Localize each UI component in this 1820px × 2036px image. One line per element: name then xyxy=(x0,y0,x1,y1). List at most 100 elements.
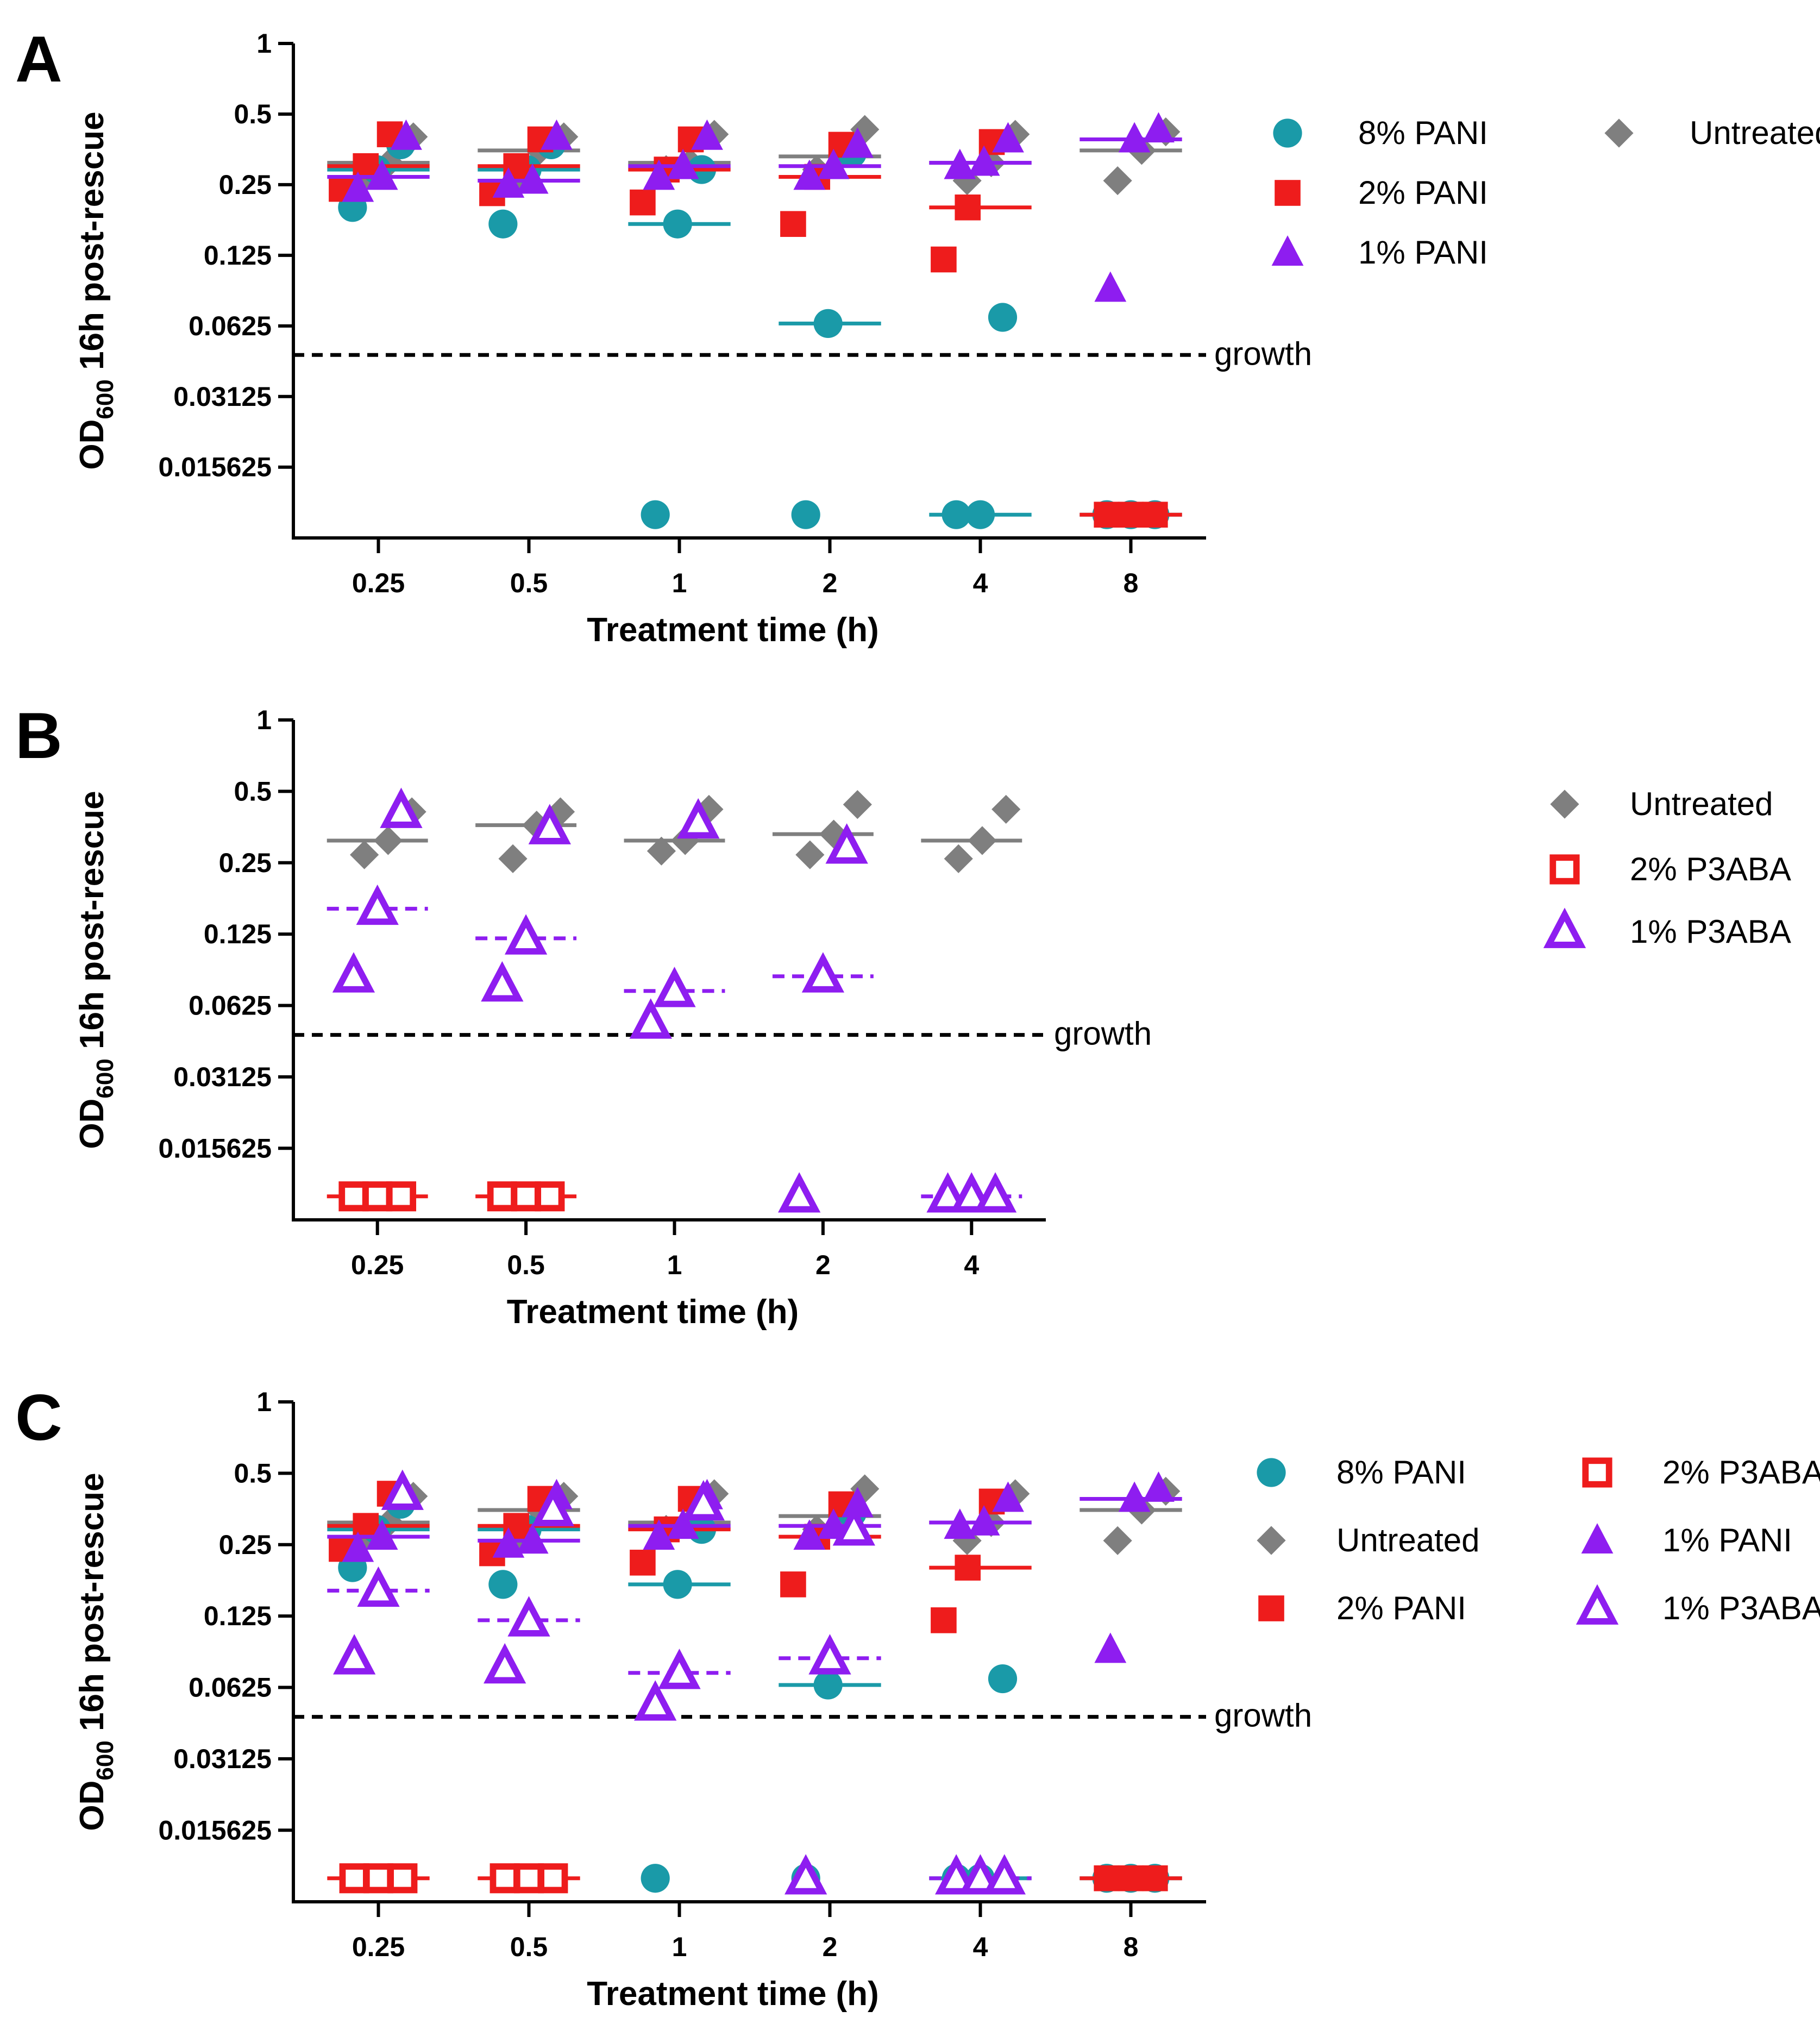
y-tick-label: 0.0625 xyxy=(189,311,272,341)
x-tick-label: 2 xyxy=(815,1250,831,1280)
panel-letter: A xyxy=(15,23,62,96)
data-point-pani1 xyxy=(944,148,976,179)
legend-marker-untreated xyxy=(1550,790,1579,819)
data-point-pani1 xyxy=(817,148,850,179)
legend-label-pani8: 8% PANI xyxy=(1358,115,1488,151)
panel-letter: B xyxy=(15,699,62,772)
data-point-p3aba1 xyxy=(507,1596,550,1637)
panel-letter: C xyxy=(15,1381,62,1454)
data-point-pani2 xyxy=(1142,502,1168,528)
data-point-pani1 xyxy=(342,1531,374,1562)
y-tick-label: 1 xyxy=(256,705,272,735)
legend-label-untreated: Untreated xyxy=(1336,1522,1480,1558)
data-point-untreated xyxy=(991,794,1021,824)
data-point-pani2 xyxy=(630,1550,656,1576)
legend-marker-p3aba2 xyxy=(1549,854,1580,885)
data-point-p3aba1 xyxy=(380,787,423,828)
x-tick-label: 4 xyxy=(964,1250,979,1280)
y-tick-label: 0.125 xyxy=(204,919,272,949)
data-point-pani1 xyxy=(992,1481,1024,1512)
data-point-pani1 xyxy=(1118,1481,1151,1512)
y-tick-label: 0.5 xyxy=(234,776,272,806)
data-point-p3aba2 xyxy=(513,1863,544,1894)
series-p3aba1 xyxy=(327,1469,1032,1895)
data-point-p3aba1 xyxy=(983,1854,1026,1895)
data-point-pani1 xyxy=(842,127,874,158)
legend-label-pani1: 1% PANI xyxy=(1358,234,1488,271)
chart-panel-a: A 1 0.5 0.25 0.125 0.0625 0.03125 0.015625 0.25 0… xyxy=(15,23,1820,649)
data-point-pani1 xyxy=(390,119,422,150)
data-point-pani1 xyxy=(541,119,573,150)
data-point-pani1 xyxy=(793,159,826,190)
legend-marker-pani2 xyxy=(1275,180,1301,206)
data-point-pani2 xyxy=(1094,502,1120,528)
data-point-p3aba1 xyxy=(357,1566,400,1607)
data-point-pani8 xyxy=(663,209,692,239)
data-point-pani1 xyxy=(643,1519,675,1550)
data-point-pani2 xyxy=(780,1571,806,1598)
y-axis-title-subscript: 600 xyxy=(92,1740,118,1780)
legend-marker-p3aba2 xyxy=(1582,1457,1612,1488)
x-tick-label: 4 xyxy=(973,1932,988,1962)
data-point-pani8 xyxy=(488,209,518,239)
data-point-pani1 xyxy=(1143,112,1175,143)
data-point-pani1 xyxy=(842,1487,874,1518)
data-point-pani1 xyxy=(516,163,549,194)
y-tick-label: 0.015625 xyxy=(158,452,272,483)
data-point-pani1 xyxy=(1094,1632,1127,1663)
y-axis-title: OD600 16h post-rescue xyxy=(73,1473,118,1831)
data-point-pani8 xyxy=(988,303,1018,332)
y-tick-label: 0.5 xyxy=(234,1458,272,1488)
data-point-pani1 xyxy=(516,1523,549,1554)
y-tick-label: 0.03125 xyxy=(173,381,272,412)
x-tick-label: 0.25 xyxy=(351,1250,404,1280)
x-tick-label: 8 xyxy=(1124,1932,1139,1962)
data-point-p3aba1 xyxy=(504,914,548,955)
legend-marker-untreated xyxy=(1257,1526,1286,1555)
data-point-pani2 xyxy=(780,211,806,237)
y-tick-label: 0.25 xyxy=(219,170,272,200)
y-tick-label: 0.03125 xyxy=(173,1062,272,1092)
data-point-p3aba2 xyxy=(338,1181,369,1212)
x-axis-title: Treatment time (h) xyxy=(587,611,878,649)
data-point-pani8 xyxy=(813,1670,843,1700)
data-point-pani1 xyxy=(793,1519,826,1550)
data-point-p3aba1 xyxy=(481,961,524,1002)
legend-label-p3aba2: 2% P3ABA xyxy=(1662,1454,1820,1490)
legend-label-untreated: Untreated xyxy=(1630,786,1773,822)
x-tick-label: 0.5 xyxy=(510,1932,548,1962)
legend-marker-pani1 xyxy=(1271,235,1304,266)
legend-label-pani2: 2% PANI xyxy=(1358,174,1488,211)
data-point-untreated xyxy=(1103,1526,1132,1555)
data-point-p3aba1 xyxy=(926,1172,969,1213)
series-p3aba2 xyxy=(327,1181,577,1212)
data-point-pani8 xyxy=(663,1570,692,1599)
data-point-pani8 xyxy=(488,1570,518,1599)
legend-marker-untreated xyxy=(1604,118,1634,148)
data-point-pani2 xyxy=(1118,1865,1144,1891)
data-point-pani1 xyxy=(492,167,525,198)
data-point-p3aba1 xyxy=(785,1854,827,1895)
growth-threshold-label: growth xyxy=(1054,1016,1152,1052)
data-point-p3aba1 xyxy=(356,884,399,925)
data-point-p3aba1 xyxy=(801,952,845,993)
chart-panel-b: B 1 0.5 0.25 0.125 0.0625 0.03125 0.015625 0.25 0… xyxy=(15,699,1791,1331)
data-point-p3aba2 xyxy=(538,1863,568,1894)
data-point-p3aba2 xyxy=(362,1181,393,1212)
series-untreated xyxy=(327,790,1022,873)
x-tick-label: 2 xyxy=(823,1932,838,1962)
legend: 8% PANI Untreated 2% PANI 2% P3ABA 1% PANI 1%… xyxy=(1257,1454,1820,1626)
data-point-pani1 xyxy=(366,1519,398,1550)
data-point-p3aba1 xyxy=(832,1505,875,1546)
data-point-p3aba1 xyxy=(528,804,571,844)
y-axis-title-od: OD xyxy=(73,1099,111,1149)
x-tick-label: 1 xyxy=(672,1932,687,1962)
data-point-p3aba2 xyxy=(386,1181,417,1212)
legend: 8% PANI 2% PANI 1% PANI Untreated xyxy=(1271,115,1820,271)
legend-label-untreated: Untreated xyxy=(1690,115,1820,151)
data-point-pani2 xyxy=(931,246,957,273)
data-point-untreated xyxy=(795,840,825,869)
panels: A 1 0.5 0.25 0.125 0.0625 0.03125 0.015625 0.25 0… xyxy=(15,23,1820,2013)
data-point-p3aba1 xyxy=(974,1172,1017,1213)
